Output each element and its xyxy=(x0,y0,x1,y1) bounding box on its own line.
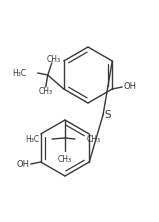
Text: H₃C: H₃C xyxy=(25,135,39,143)
Text: S: S xyxy=(104,110,111,120)
Text: CH₃: CH₃ xyxy=(87,135,101,143)
Text: CH₃: CH₃ xyxy=(58,155,72,164)
Text: OH: OH xyxy=(123,81,136,91)
Text: H₃C: H₃C xyxy=(13,69,27,77)
Text: CH₃: CH₃ xyxy=(47,54,61,63)
Text: CH₃: CH₃ xyxy=(39,87,53,95)
Text: OH: OH xyxy=(17,159,30,168)
